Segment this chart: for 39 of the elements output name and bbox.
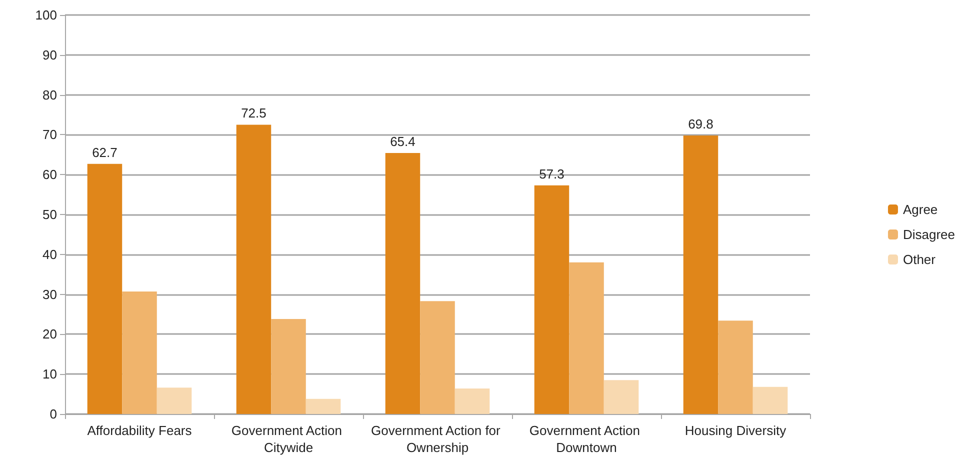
legend-label: Agree [902,202,938,217]
data-label: 65.4 [390,134,416,150]
data-label: 72.5 [241,106,266,121]
y-tick-label: 10 [42,366,57,382]
bar [306,398,341,414]
data-label: 69.8 [688,116,714,132]
bar [569,262,604,414]
y-tick-label: 0 [50,406,57,422]
y-tick-label: 80 [42,87,57,102]
y-tick-label: 40 [42,246,57,262]
bar [718,320,753,414]
bar [271,319,306,414]
bar [454,388,490,414]
x-tick-label: Government Action for Ownership [371,423,504,455]
bar [156,388,192,414]
data-label: 57.3 [539,166,564,182]
bar [604,380,639,414]
bar [122,292,157,414]
legend-label: Disagree [902,227,956,242]
bar [752,386,788,414]
y-tick-label: 60 [42,167,57,182]
y-tick-label: 50 [42,207,57,222]
y-tick-label: 100 [35,8,57,22]
bar [87,164,122,414]
bar [236,124,272,414]
y-tick-label: 30 [42,286,57,302]
x-tick-label: Government Action Downtown [529,423,644,455]
y-tick-label: 70 [42,127,57,142]
x-tick-label: Affordability Fears [87,423,192,438]
y-tick-label: 20 [42,326,57,342]
data-label: 62.7 [92,144,118,160]
bar [534,185,570,414]
y-tick-label: 90 [42,47,57,62]
bar [385,153,420,414]
x-tick-label: Housing Diversity [684,423,787,438]
x-tick-label: Government Action Citywide [231,423,346,455]
legend-label: Other [902,252,936,267]
bar [683,136,718,414]
bar [420,301,455,414]
